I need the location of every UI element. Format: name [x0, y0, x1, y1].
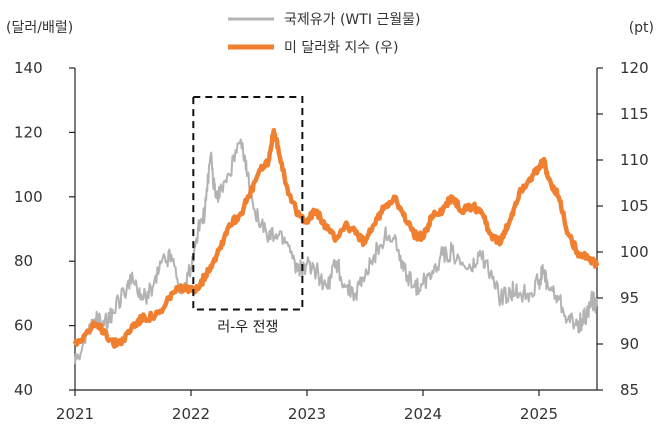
dollar-index-line [72, 127, 600, 349]
left-axis-ticks: 40 60 80 100 120 140 [14, 59, 75, 399]
right-tick-label: 95 [620, 289, 639, 307]
legend-label-dxy: 미 달러화 지수 (우) [284, 40, 398, 56]
legend-label-oil: 국제유가 (WTI 근월물) [284, 12, 421, 28]
x-tick-label: 2022 [172, 405, 210, 423]
x-tick-label: 2023 [288, 405, 326, 423]
x-axis-ticks: 2021 2022 2023 2024 2025 [56, 390, 558, 423]
left-tick-label: 40 [14, 381, 33, 399]
left-tick-label: 60 [14, 317, 33, 335]
left-tick-label: 100 [14, 188, 43, 206]
right-axis-ticks: 85 90 95 100 105 110 115 120 [597, 59, 649, 399]
x-tick-label: 2021 [56, 405, 94, 423]
left-tick-label: 120 [14, 123, 43, 141]
right-axis-unit: (pt) [629, 20, 654, 36]
x-tick-label: 2024 [404, 405, 442, 423]
right-tick-label: 110 [620, 151, 649, 169]
right-tick-label: 105 [620, 197, 649, 215]
right-tick-label: 90 [620, 335, 639, 353]
right-tick-label: 120 [620, 59, 649, 77]
war-period-box [192, 95, 304, 311]
legend: 국제유가 (WTI 근월물) 미 달러화 지수 (우) [228, 12, 421, 56]
right-tick-label: 115 [620, 105, 649, 123]
right-tick-label: 85 [620, 381, 639, 399]
x-tick-label: 2025 [520, 405, 558, 423]
left-axis-unit: (달러/배럴) [6, 20, 73, 36]
war-period-label: 러-우 전쟁 [217, 320, 278, 336]
left-tick-label: 140 [14, 59, 43, 77]
oil-price-line [74, 138, 598, 365]
left-tick-label: 80 [14, 252, 33, 270]
right-tick-label: 100 [620, 243, 649, 261]
